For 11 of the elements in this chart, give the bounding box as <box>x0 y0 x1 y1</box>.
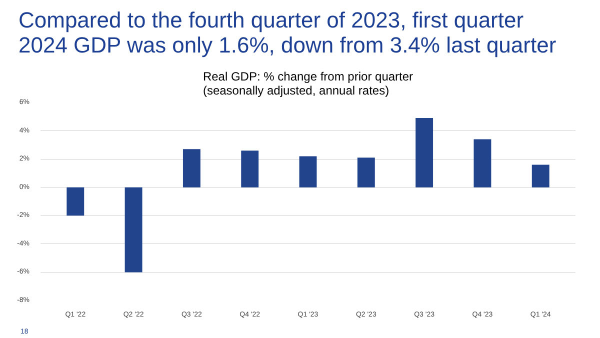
bar <box>182 149 200 188</box>
bar <box>299 156 317 188</box>
bar <box>474 139 492 188</box>
bar <box>124 187 142 272</box>
bar <box>357 158 375 188</box>
bar <box>66 187 84 216</box>
bar <box>241 150 259 188</box>
chart-subtitle: Real GDP: % change from prior quarter (seasonally adjusted, annual rates) <box>202 70 414 98</box>
chart-title: Compared to the fourth quarter of 2023, first quarter 2024 GDP was only 1.6%, down from 3.4% last quarter <box>18 8 556 58</box>
bar <box>416 118 434 188</box>
bar <box>532 164 550 188</box>
